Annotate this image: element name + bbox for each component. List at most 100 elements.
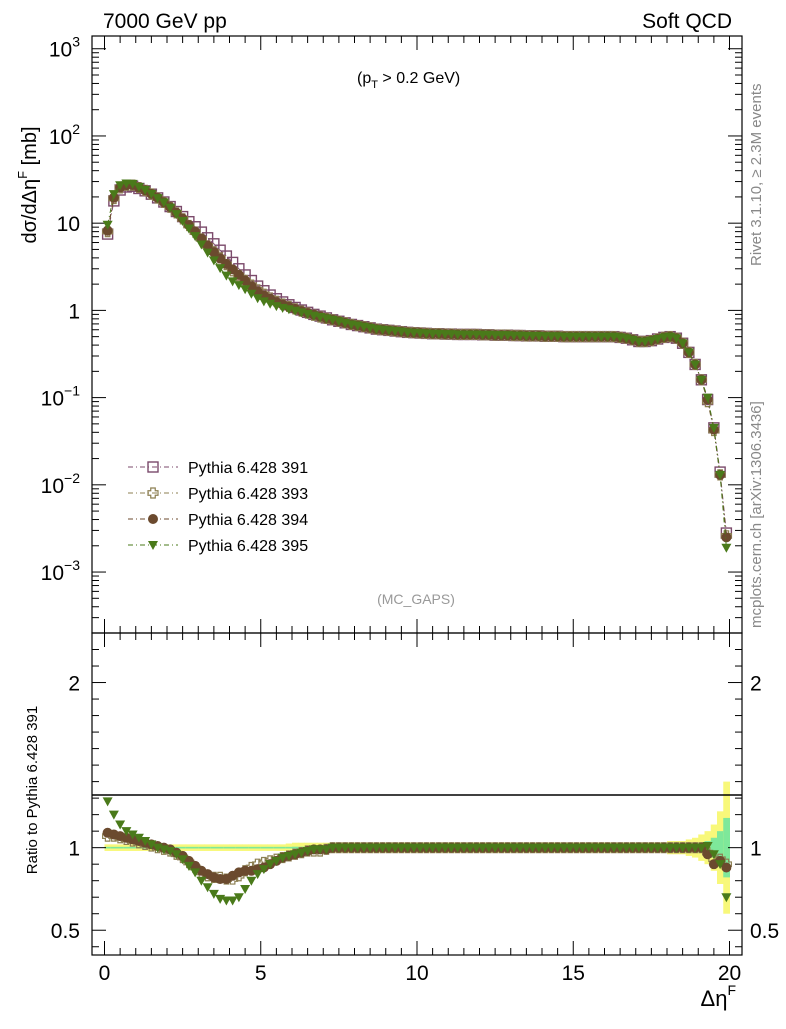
x-axis-label: ΔηF [701, 982, 737, 1011]
main-y-tick-label: 10−1 [41, 383, 81, 411]
ratio-point-s395 [183, 861, 194, 871]
band-green-segment [723, 817, 730, 878]
main-y-tick-label: 10 [57, 213, 80, 236]
ratio-point-s395 [265, 860, 276, 870]
main-y-tick-label: 102 [49, 121, 80, 149]
legend-marker-s393 [147, 487, 159, 499]
legend-label: Pythia 6.428 393 [188, 486, 308, 503]
ratio-y-tick-label-left: 2 [68, 673, 80, 696]
mcplots-label: mcplots.cern.ch [arXiv:1306.3436] [748, 401, 765, 628]
ratio-point-s395 [290, 850, 301, 860]
band-green-segment [285, 846, 293, 849]
band-green-segment [279, 846, 287, 849]
main-point-s395 [646, 336, 657, 346]
main-point-s395 [721, 543, 732, 553]
main-y-tick-label: 103 [49, 34, 80, 62]
legend: Pythia 6.428 391 Pythia 6.428 393 Pythia 6… [128, 460, 308, 555]
ratio-point-s395 [708, 850, 719, 860]
main-point-s395 [177, 216, 188, 226]
main-y-tick-label-base: 10 [41, 562, 64, 585]
ratio-point-s395 [140, 837, 151, 847]
legend-item-s395: Pythia 6.428 395 [128, 538, 308, 555]
ratio-y-tick-label-right: 1 [750, 838, 762, 861]
ratio-point-s395 [302, 846, 313, 856]
ratio-point-s395 [721, 893, 732, 903]
ratio-point-s395 [271, 856, 282, 866]
band-green-segment [179, 846, 187, 849]
main-point-s395 [233, 281, 244, 291]
band-green-segment [717, 831, 724, 865]
band-green-segment [192, 846, 199, 849]
band-green-segment [710, 837, 718, 858]
band-green-segment [223, 846, 230, 849]
main-point-s395 [140, 186, 151, 196]
main-point-s395 [702, 393, 713, 403]
band-green-segment [242, 846, 249, 849]
main-point-s395 [202, 248, 213, 258]
main-point-s395 [252, 294, 263, 304]
band-green-segment [210, 846, 218, 849]
ratio-point-s395 [202, 883, 213, 893]
main-point-s395 [215, 264, 226, 274]
main-y-axis-label-base: dσ/dΔη [19, 179, 41, 244]
ratio-point-s395 [108, 810, 119, 820]
main-point-s395 [690, 360, 701, 370]
ratio-point-s395 [115, 820, 126, 830]
ratio-point-s395 [133, 833, 144, 843]
main-point-s395 [171, 210, 182, 220]
band-green-segment [267, 846, 274, 849]
band-green-segment [217, 846, 224, 849]
ratio-point-s395 [246, 876, 257, 886]
ratio-y-tick-label-left: 1 [68, 838, 80, 861]
main-point-s394 [721, 532, 732, 543]
rivet-label: Rivet 3.1.10, ≥ 2.3M events [748, 84, 765, 267]
main-point-s395 [196, 240, 207, 250]
ratio-point-s395 [177, 855, 188, 865]
legend-marker-s394 [148, 514, 158, 524]
ratio-y-tick-label-left: 0.5 [51, 920, 80, 943]
analysis-label: (MC_GAPS) [377, 591, 455, 607]
main-y-tick-label: 1 [68, 300, 80, 323]
cut-annotation: (pT > 0.2 GeV) [357, 70, 460, 91]
main-point-s394 [102, 225, 113, 236]
band-green-segment [104, 846, 112, 849]
cut-annotation-rest: > 0.2 GeV) [378, 70, 460, 87]
main-point-s395 [708, 423, 719, 433]
x-tick-label: 5 [255, 962, 267, 985]
ratio-y-tick-label-right: 0.5 [750, 920, 779, 943]
main-y-tick-label: 10−3 [41, 557, 81, 585]
legend-label: Pythia 6.428 395 [188, 538, 308, 555]
ratio-point-s395 [208, 889, 219, 899]
legend-item-s393: Pythia 6.428 393 [128, 486, 308, 503]
legend-label: Pythia 6.428 391 [188, 460, 308, 477]
band-green-segment [248, 846, 255, 849]
main-series-layer [101, 179, 733, 553]
main-point-s395 [165, 203, 176, 213]
main-y-tick-label-exp: −2 [64, 470, 80, 486]
main-point-s395 [102, 220, 113, 230]
main-point-s395 [677, 339, 688, 349]
band-green-segment [292, 846, 299, 849]
main-point-s395 [152, 194, 163, 204]
ratio-point-s395 [196, 876, 207, 886]
ratio-point-s395 [277, 853, 288, 863]
main-y-tick-label-base: 10 [41, 475, 64, 498]
main-point-s395 [158, 198, 169, 208]
band-green-segment [229, 846, 237, 849]
main-y-axis-label-sup: F [15, 171, 30, 179]
ratio-point-s395 [171, 850, 182, 860]
x-tick-label: 0 [99, 962, 111, 985]
ratio-point-s395 [233, 893, 244, 903]
main-point-s395 [715, 470, 726, 480]
x-tick-labels: 0 5 10 15 20 [99, 962, 742, 985]
ratio-y-tick-label-right: 2 [750, 673, 762, 696]
main-point-s395 [652, 334, 663, 344]
main-axis-ticks [92, 36, 742, 634]
band-green-segment [254, 846, 262, 849]
main-y-tick-label-base: 10 [49, 126, 72, 149]
band-green-segment [273, 846, 280, 849]
main-point-s395 [640, 337, 651, 347]
main-y-tick-label-base: 10 [49, 39, 72, 62]
